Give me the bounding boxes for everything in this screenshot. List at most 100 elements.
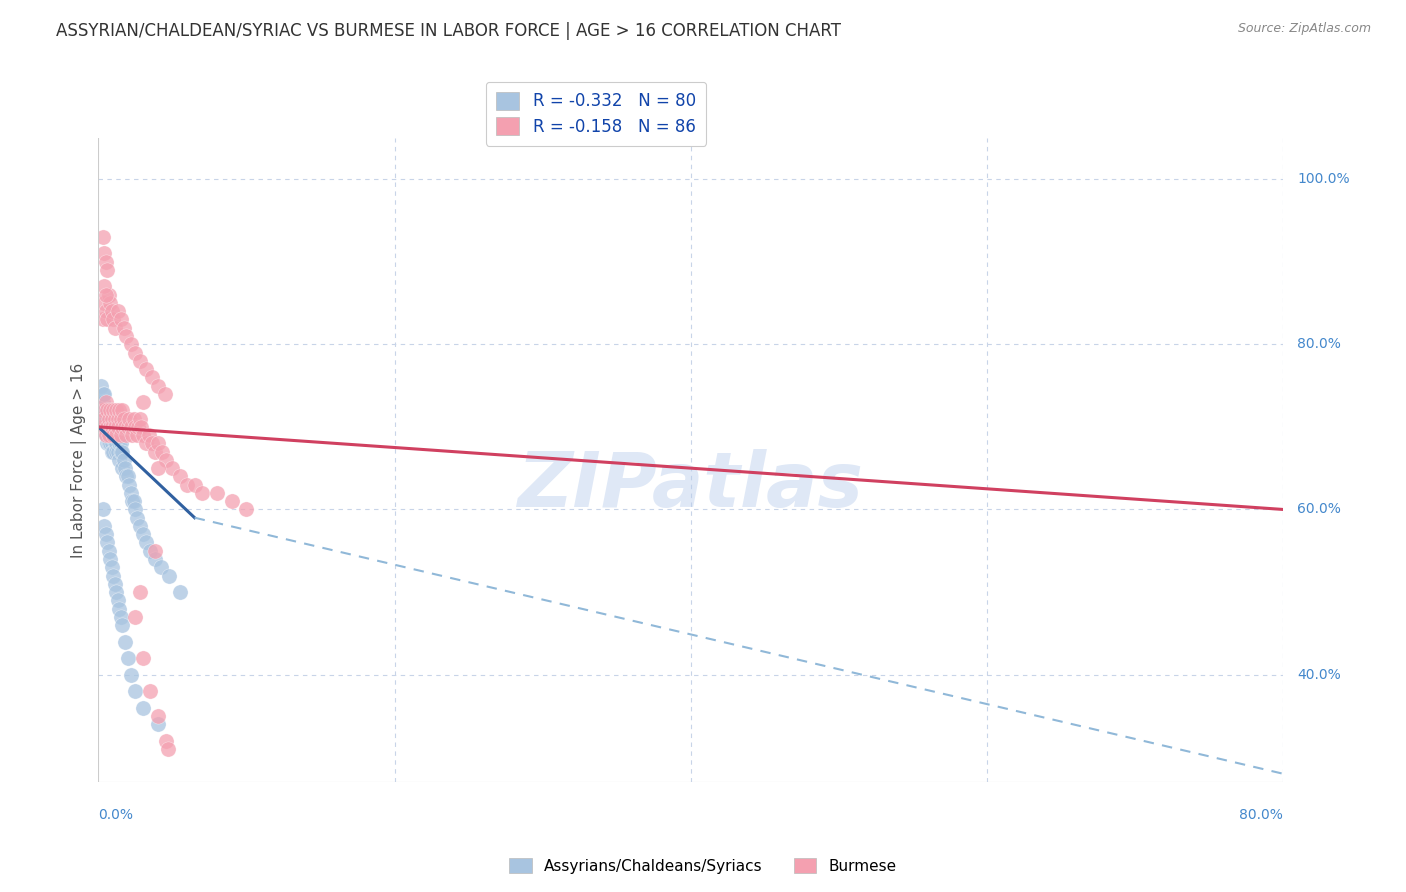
- Point: [110, 428, 132, 442]
- Point: [110, 411, 132, 425]
- Point: [115, 469, 138, 483]
- Point: [127, 420, 149, 434]
- Point: [169, 469, 191, 483]
- Point: [121, 494, 143, 508]
- Point: [90, 403, 112, 417]
- Point: [100, 420, 122, 434]
- Point: [100, 304, 122, 318]
- Point: [124, 420, 146, 434]
- Point: [110, 610, 132, 624]
- Point: [120, 667, 142, 681]
- Point: [205, 486, 228, 500]
- Point: [155, 733, 177, 747]
- Point: [101, 403, 124, 417]
- Point: [183, 477, 205, 491]
- Point: [115, 329, 138, 343]
- Point: [124, 345, 146, 359]
- Point: [221, 494, 243, 508]
- Point: [96, 420, 118, 434]
- Point: [132, 395, 155, 409]
- Point: [146, 461, 169, 475]
- Point: [91, 502, 114, 516]
- Point: [128, 519, 150, 533]
- Point: [94, 411, 117, 425]
- Point: [91, 387, 114, 401]
- Point: [146, 709, 169, 723]
- Point: [107, 411, 129, 425]
- Point: [90, 378, 112, 392]
- Point: [146, 436, 169, 450]
- Point: [104, 411, 127, 425]
- Point: [124, 684, 146, 698]
- Point: [111, 461, 134, 475]
- Point: [104, 420, 127, 434]
- Point: [108, 453, 131, 467]
- Point: [97, 428, 120, 442]
- Point: [89, 395, 111, 409]
- Point: [122, 411, 145, 425]
- Point: [97, 411, 120, 425]
- Point: [98, 296, 121, 310]
- Point: [107, 593, 129, 607]
- Point: [90, 420, 112, 434]
- Point: [94, 527, 117, 541]
- Point: [155, 453, 177, 467]
- Point: [108, 601, 131, 615]
- Point: [101, 444, 124, 458]
- Point: [94, 395, 117, 409]
- Point: [100, 420, 122, 434]
- Point: [94, 254, 117, 268]
- Point: [101, 568, 124, 582]
- Point: [100, 560, 122, 574]
- Text: 80.0%: 80.0%: [1239, 808, 1284, 822]
- Point: [129, 420, 152, 434]
- Point: [101, 312, 124, 326]
- Point: [105, 436, 128, 450]
- Point: [93, 279, 115, 293]
- Point: [104, 428, 127, 442]
- Point: [96, 436, 118, 450]
- Point: [96, 403, 118, 417]
- Point: [156, 742, 179, 756]
- Point: [98, 552, 121, 566]
- Text: 80.0%: 80.0%: [1298, 337, 1341, 351]
- Point: [111, 403, 134, 417]
- Point: [97, 428, 120, 442]
- Text: ZIPatlas: ZIPatlas: [517, 449, 863, 523]
- Point: [91, 312, 114, 326]
- Text: 100.0%: 100.0%: [1298, 172, 1350, 186]
- Point: [101, 428, 124, 442]
- Y-axis label: In Labor Force | Age > 16: In Labor Force | Age > 16: [72, 362, 87, 558]
- Point: [100, 444, 122, 458]
- Point: [107, 420, 129, 434]
- Point: [117, 469, 139, 483]
- Point: [104, 576, 127, 591]
- Point: [97, 411, 120, 425]
- Point: [120, 420, 142, 434]
- Point: [141, 436, 163, 450]
- Point: [135, 535, 157, 549]
- Legend: R = -0.332   N = 80, R = -0.158   N = 86: R = -0.332 N = 80, R = -0.158 N = 86: [486, 82, 706, 145]
- Text: ASSYRIAN/CHALDEAN/SYRIAC VS BURMESE IN LABOR FORCE | AGE > 16 CORRELATION CHART: ASSYRIAN/CHALDEAN/SYRIAC VS BURMESE IN L…: [56, 22, 841, 40]
- Point: [132, 527, 155, 541]
- Point: [128, 585, 150, 599]
- Text: Source: ZipAtlas.com: Source: ZipAtlas.com: [1237, 22, 1371, 36]
- Point: [91, 395, 114, 409]
- Point: [120, 486, 142, 500]
- Point: [110, 436, 132, 450]
- Point: [191, 486, 214, 500]
- Point: [135, 436, 157, 450]
- Point: [94, 420, 117, 434]
- Point: [117, 651, 139, 665]
- Point: [150, 444, 173, 458]
- Point: [117, 420, 139, 434]
- Point: [141, 370, 163, 384]
- Point: [93, 246, 115, 260]
- Point: [114, 420, 136, 434]
- Point: [93, 403, 115, 417]
- Point: [94, 287, 117, 301]
- Point: [105, 403, 128, 417]
- Point: [146, 378, 169, 392]
- Point: [135, 362, 157, 376]
- Point: [118, 411, 141, 425]
